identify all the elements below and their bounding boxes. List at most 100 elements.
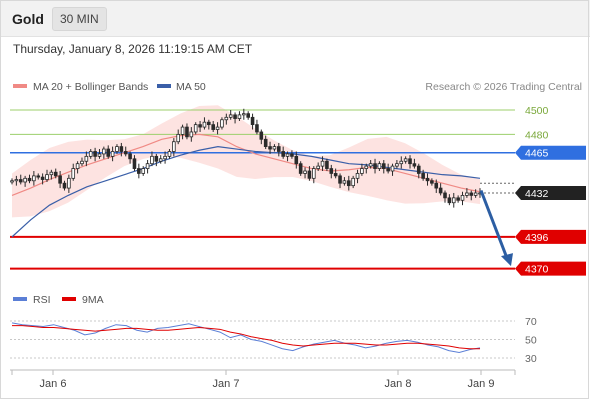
rsi-legend: RSI 9MA xyxy=(13,294,104,306)
candle xyxy=(246,111,250,120)
candle-body-down xyxy=(434,182,439,189)
candle xyxy=(416,163,421,179)
rsi-tick-30: 30 xyxy=(525,353,537,365)
candle-body-up xyxy=(360,168,364,174)
candle-body-down xyxy=(346,180,351,187)
candle xyxy=(412,158,417,169)
candle xyxy=(172,138,176,157)
candle xyxy=(390,163,395,176)
candle xyxy=(180,124,185,140)
level-label-4370: 4370 xyxy=(525,264,549,276)
candle xyxy=(185,123,189,140)
ma50-legend-label: MA 50 xyxy=(176,81,206,93)
candle xyxy=(67,174,71,193)
candle xyxy=(228,110,233,120)
candle-body-up xyxy=(465,192,469,196)
candle xyxy=(115,144,119,154)
candle xyxy=(469,190,474,201)
candle xyxy=(460,191,465,206)
candle-body-up xyxy=(172,141,176,152)
candle xyxy=(40,173,45,185)
candle xyxy=(395,160,399,169)
candle xyxy=(408,155,412,169)
candle xyxy=(307,166,312,181)
candle-body-down xyxy=(290,153,294,157)
candle xyxy=(346,175,351,191)
candle xyxy=(438,183,443,196)
candle xyxy=(167,149,172,159)
candle xyxy=(189,127,194,142)
candle xyxy=(294,151,299,169)
time-label: Jan 6 xyxy=(40,378,67,390)
candle-body-down xyxy=(255,124,259,133)
candle xyxy=(377,161,382,171)
candle xyxy=(259,129,264,145)
candle-body-down xyxy=(106,148,111,157)
candle-body-up xyxy=(220,119,224,128)
candle-body-up xyxy=(451,197,456,204)
candle-body-up xyxy=(368,163,373,167)
candle xyxy=(137,163,141,179)
candle-body-down xyxy=(373,163,377,169)
candle xyxy=(58,171,62,189)
candle-body-up xyxy=(49,171,54,176)
level-label-4500: 4500 xyxy=(525,105,549,117)
candle xyxy=(342,177,347,186)
candle xyxy=(53,168,58,179)
candlesticks xyxy=(10,108,482,208)
candle xyxy=(207,119,211,130)
candle-body-down xyxy=(307,170,312,179)
ma20-legend-swatch xyxy=(13,84,27,88)
candle xyxy=(263,135,268,150)
candle xyxy=(443,190,447,203)
candle-body-down xyxy=(443,192,447,199)
level-tag-4432 xyxy=(515,185,586,200)
candle xyxy=(316,162,320,171)
candle xyxy=(49,169,54,180)
candle-body-up xyxy=(67,177,71,189)
candle-body-down xyxy=(137,168,141,174)
candle xyxy=(23,175,27,187)
candle-body-down xyxy=(123,151,128,155)
candle xyxy=(102,146,106,159)
candle-body-up xyxy=(115,146,119,152)
bollinger-band xyxy=(12,105,480,218)
forecast-arrow-head xyxy=(501,253,513,267)
candle-body-down xyxy=(408,158,412,165)
candle-body-down xyxy=(259,131,264,140)
candle-body-up xyxy=(272,146,277,150)
candle xyxy=(465,188,469,198)
candle-body-down xyxy=(62,182,67,189)
candle-body-down xyxy=(294,155,299,165)
candle xyxy=(106,145,111,159)
level-tag-4465 xyxy=(515,145,586,160)
candle-body-up xyxy=(342,180,347,184)
timeframe-button[interactable]: 30 MIN xyxy=(52,7,107,31)
candle xyxy=(430,178,434,186)
rsi-tick-50: 50 xyxy=(525,335,537,347)
candle xyxy=(215,122,220,135)
candle-body-up xyxy=(364,165,369,169)
chart-legend: MA 20 + Bollinger Bands MA 50 Research ©… xyxy=(13,81,582,93)
candle-body-down xyxy=(325,160,329,169)
candle xyxy=(290,150,294,159)
candle-body-down xyxy=(329,168,334,174)
candle xyxy=(132,155,137,171)
candle-body-up xyxy=(180,126,185,135)
candle-body-up xyxy=(228,114,233,118)
candle xyxy=(176,129,181,145)
candle xyxy=(255,119,259,135)
candle-body-up xyxy=(303,170,307,174)
candle xyxy=(141,166,146,176)
candle xyxy=(198,120,202,132)
candle xyxy=(320,156,325,171)
candle-body-up xyxy=(395,163,399,167)
rsi-ma-legend-swatch xyxy=(62,297,76,301)
candle-body-up xyxy=(242,113,246,116)
level-label-4480: 4480 xyxy=(525,129,549,141)
candle-body-down xyxy=(128,153,132,160)
candle-body-down xyxy=(447,197,452,204)
candle xyxy=(364,163,369,174)
candle-body-up xyxy=(176,133,181,143)
